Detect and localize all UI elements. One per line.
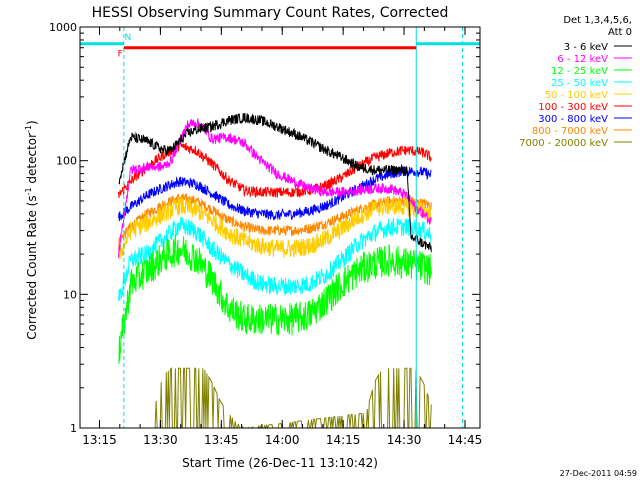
x-tick-label: 14:00 [265,433,300,447]
legend-entry-label: 50 - 100 keV [545,90,609,101]
series-line-3 [118,216,432,302]
y-tick-label: 10 [63,288,77,301]
x-axis-label: Start Time (26-Dec-11 13:10:42) [182,456,378,470]
legend-entry-label: 7000 - 20000 keV [519,138,608,149]
x-tick-label: 13:45 [204,433,239,447]
x-tick-label: 14:45 [448,433,483,447]
x-tick-label: 14:30 [387,433,422,447]
y-axis-label-superscript: -1 [24,187,33,195]
series-line-4 [118,196,432,260]
plot-frame [79,26,481,429]
footer-timestamp: 27-Dec-2011 04:59 [560,469,637,478]
legend-entry-label: 3 - 6 keV [564,42,608,53]
y-axis-label: Corrected Count Rate (s-1 detector-1) [24,120,39,339]
y-axis-label-part: Corrected Count Rate (s [25,195,39,339]
y-tick-label: 100 [56,155,77,168]
legend-entry-label: 25 - 50 keV [551,78,608,89]
series-line-0 [118,112,432,253]
y-axis-label-part: ) [25,120,39,125]
legend-entry-label: 300 - 800 keV [538,114,608,125]
flag-annotation: F [118,50,123,60]
series-line-1 [118,118,432,258]
legend-entry-label: 100 - 300 keV [538,102,608,113]
chart-title: HESSI Observing Summary Count Rates, Cor… [92,5,449,21]
x-tick-label: 13:15 [82,433,117,447]
legend-header: Det 1,3,4,5,6, [563,15,632,26]
y-tick-label: 1000 [49,21,77,34]
y-axis-label-superscript: -1 [24,125,33,133]
legend-entry-label: 12 - 25 keV [551,66,608,77]
legend-entry-label: 800 - 7000 keV [532,126,608,137]
legend-header: Att 0 [608,27,632,38]
y-axis-label-part: detector [25,133,39,188]
x-tick-label: 13:30 [143,433,178,447]
legend-entry-label: 6 - 12 keV [557,54,608,65]
series-line-6 [118,166,432,222]
series-line-2 [118,234,432,365]
y-tick-label: 1 [70,422,77,435]
flag-annotation: N [125,33,132,43]
x-tick-label: 14:15 [326,433,361,447]
